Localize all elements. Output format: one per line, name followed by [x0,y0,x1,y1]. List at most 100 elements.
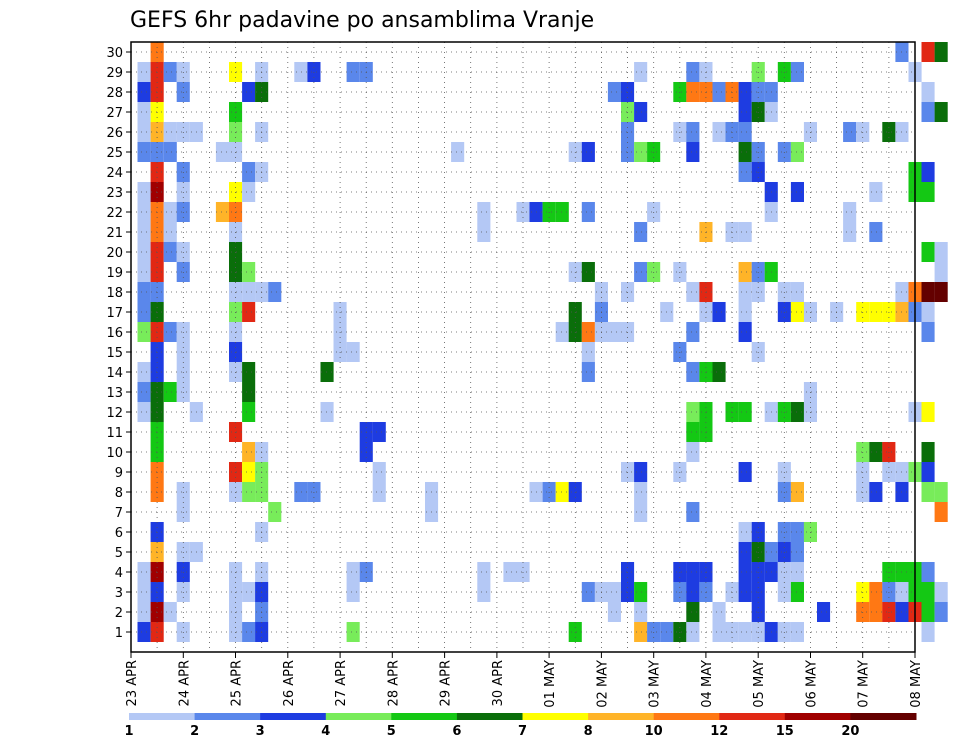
heatmap-cell [921,102,935,122]
heatmap-cell [634,222,648,242]
heatmap-cell [934,102,948,122]
heatmap-cell [686,82,700,102]
heatmap-cell [634,142,648,162]
heatmap-cell [921,242,935,262]
heatmap-cell [686,402,700,422]
heatmap-cell [738,622,752,642]
heatmap-cell [137,102,151,122]
heatmap-cell [738,222,752,242]
heatmap-cell [790,62,804,82]
colorbar-label: 6 [452,724,461,739]
heatmap-cell [163,222,177,242]
heatmap-cell [607,602,621,622]
colorbar-segment [653,713,720,720]
colorbar-segment [129,713,196,720]
heatmap-cell [934,282,948,302]
heatmap-cell [607,582,621,602]
heatmap-cell [921,402,935,422]
heatmap-cell [790,622,804,642]
y-tick-label: 9 [115,466,123,481]
heatmap-cell [934,502,948,522]
y-tick-label: 12 [106,406,123,421]
y-tick-label: 3 [115,586,123,601]
heatmap-cell [686,282,700,302]
heatmap-cell [738,522,752,542]
colorbar-label: 2 [190,724,199,739]
heatmap-cell [934,42,948,62]
heatmap-cell [738,82,752,102]
y-tick-label: 10 [106,446,123,461]
x-tick-label: 25 APR [230,660,245,706]
heatmap-cell [921,582,935,602]
heatmap-cell [686,622,700,642]
heatmap-cell [137,282,151,302]
colorbar-label: 10 [645,724,663,739]
heatmap-cell [242,622,256,642]
colorbar-label: 7 [518,724,527,739]
y-tick-label: 1 [115,626,123,641]
heatmap-cell [869,222,883,242]
y-tick-label: 14 [106,366,123,381]
axis-ticks: 1234567891011121314151617181920212223242… [106,46,924,708]
colorbar-label: 20 [841,724,859,739]
heatmap-cell [137,242,151,262]
heatmap-cell [634,62,648,82]
heatmap-cell [163,62,177,82]
heatmap-cell [634,622,648,642]
colorbar-label: 4 [321,724,330,739]
heatmap-cell [581,262,595,282]
x-tick-label: 02 MAY [595,660,610,708]
heatmap-cell [163,202,177,222]
heatmap-cell [372,482,386,502]
heatmap-cell [320,362,334,382]
heatmap-cell [790,522,804,542]
colorbar-segment [456,713,523,720]
heatmap-cell [686,602,700,622]
heatmap-cell [372,422,386,442]
heatmap-cell [686,322,700,342]
heatmap-cell [790,402,804,422]
heatmap-cell [634,462,648,482]
heatmap-cell [921,182,935,202]
colorbar-segment [850,713,917,720]
heatmap-cell [921,282,935,302]
colorbar: 1 2 3 4 5 6 7 8 10 12 15 20 [124,713,917,739]
heatmap-cell [934,582,948,602]
heatmap-cell [581,322,595,342]
colorbar-label: 1 [124,724,133,739]
heatmap-cell [634,262,648,282]
heatmap-cell [137,622,151,642]
heatmap-cell [137,602,151,622]
colorbar-label: 12 [710,724,728,739]
heatmap-cell [686,122,700,142]
heatmap-cell [921,42,935,62]
colorbar-segment [325,713,392,720]
colorbar-label: 15 [776,724,794,739]
heatmap-cell [686,582,700,602]
heatmap-cell [712,362,726,382]
heatmap-cell [934,602,948,622]
heatmap-cell [607,82,621,102]
heatmap-cell [137,302,151,322]
heatmap-cell [686,562,700,582]
heatmap-cell [242,482,256,502]
heatmap-cell [372,462,386,482]
y-tick-label: 5 [115,546,123,561]
heatmap-cell [738,262,752,282]
colorbar-segment [719,713,786,720]
heatmap-cell [686,442,700,462]
y-tick-label: 21 [106,226,123,241]
heatmap-cell [242,442,256,462]
heatmap-cell [790,182,804,202]
heatmap-cell [346,562,360,582]
heatmap-cell [242,402,256,422]
x-tick-label: 05 MAY [752,660,767,708]
heatmap-cell [843,202,857,222]
heatmap-cell [242,362,256,382]
colorbar-label: 3 [256,724,265,739]
colorbar-segment [522,713,589,720]
heatmap-cell [934,242,948,262]
heatmap-cell [555,322,569,342]
heatmap-cell [137,362,151,382]
